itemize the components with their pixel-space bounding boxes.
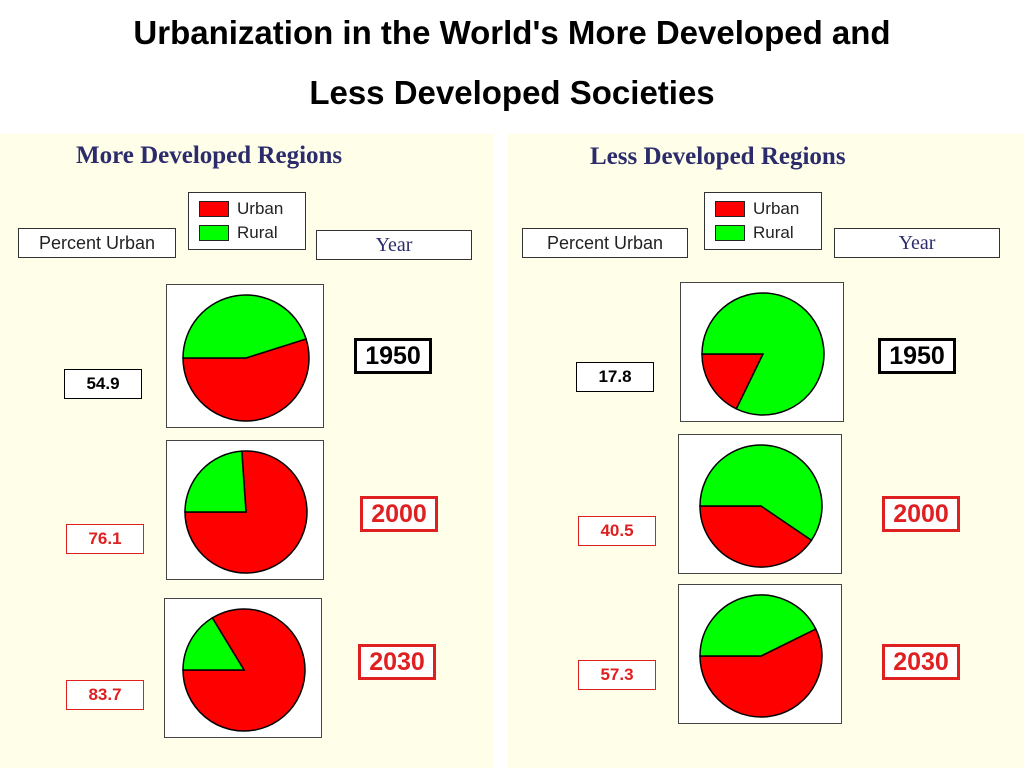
percent-value: 54.9 — [64, 369, 142, 399]
less-developed-panel: Less Developed Regions Urban Rural Perce… — [508, 134, 1024, 768]
legend-item-rural: Rural — [715, 223, 794, 243]
rural-slice — [182, 294, 307, 359]
urban-slice — [701, 353, 765, 410]
rural-slice — [182, 616, 246, 671]
year-header: Year — [316, 230, 472, 260]
pie-less-2030 — [678, 584, 842, 724]
legend-label-rural: Rural — [237, 223, 278, 242]
page-title-line1: Urbanization in the World's More Develop… — [133, 14, 891, 51]
percent-value: 57.3 — [578, 660, 656, 690]
percent-value: 17.8 — [576, 362, 654, 392]
rural-slice — [184, 450, 247, 513]
more-developed-panel: More Developed Regions Urban Rural Perce… — [0, 134, 494, 768]
legend-less: Urban Rural — [704, 192, 822, 250]
rural-swatch — [715, 225, 745, 241]
legend-label-urban: Urban — [753, 199, 800, 218]
rural-slice — [699, 594, 817, 657]
pie-less-2000 — [678, 434, 842, 574]
percent-value: 40.5 — [578, 516, 656, 546]
panel-title-less: Less Developed Regions — [590, 143, 846, 170]
urban-swatch — [199, 201, 229, 217]
legend-label-urban: Urban — [237, 199, 284, 218]
rural-swatch — [199, 225, 229, 241]
percent-urban-header: Percent Urban — [522, 228, 688, 258]
year-label: 1950 — [354, 338, 432, 374]
legend-item-urban: Urban — [199, 199, 283, 219]
year-label: 2030 — [882, 644, 960, 680]
pie-more-2000 — [166, 440, 324, 580]
legend-item-rural: Rural — [199, 223, 278, 243]
year-label: 2000 — [882, 496, 960, 532]
urban-slice — [699, 505, 813, 568]
year-label: 1950 — [878, 338, 956, 374]
percent-value: 76.1 — [66, 524, 144, 554]
pie-more-1950 — [166, 284, 324, 428]
pie-less-1950 — [680, 282, 844, 422]
legend-more: Urban Rural — [188, 192, 306, 250]
year-label: 2030 — [358, 644, 436, 680]
year-header: Year — [834, 228, 1000, 258]
legend-item-urban: Urban — [715, 199, 799, 219]
panel-title-more: More Developed Regions — [76, 142, 343, 169]
rural-slice — [699, 444, 823, 542]
year-label: 2000 — [360, 496, 438, 532]
urban-swatch — [715, 201, 745, 217]
percent-value: 83.7 — [66, 680, 144, 710]
urban-slice — [699, 627, 823, 718]
urban-slice — [182, 337, 310, 422]
legend-label-rural: Rural — [753, 223, 794, 242]
rural-slice — [701, 292, 825, 416]
pie-more-2030 — [164, 598, 322, 738]
percent-urban-header: Percent Urban — [18, 228, 176, 258]
page-title-line2: Less Developed Societies — [309, 74, 715, 111]
